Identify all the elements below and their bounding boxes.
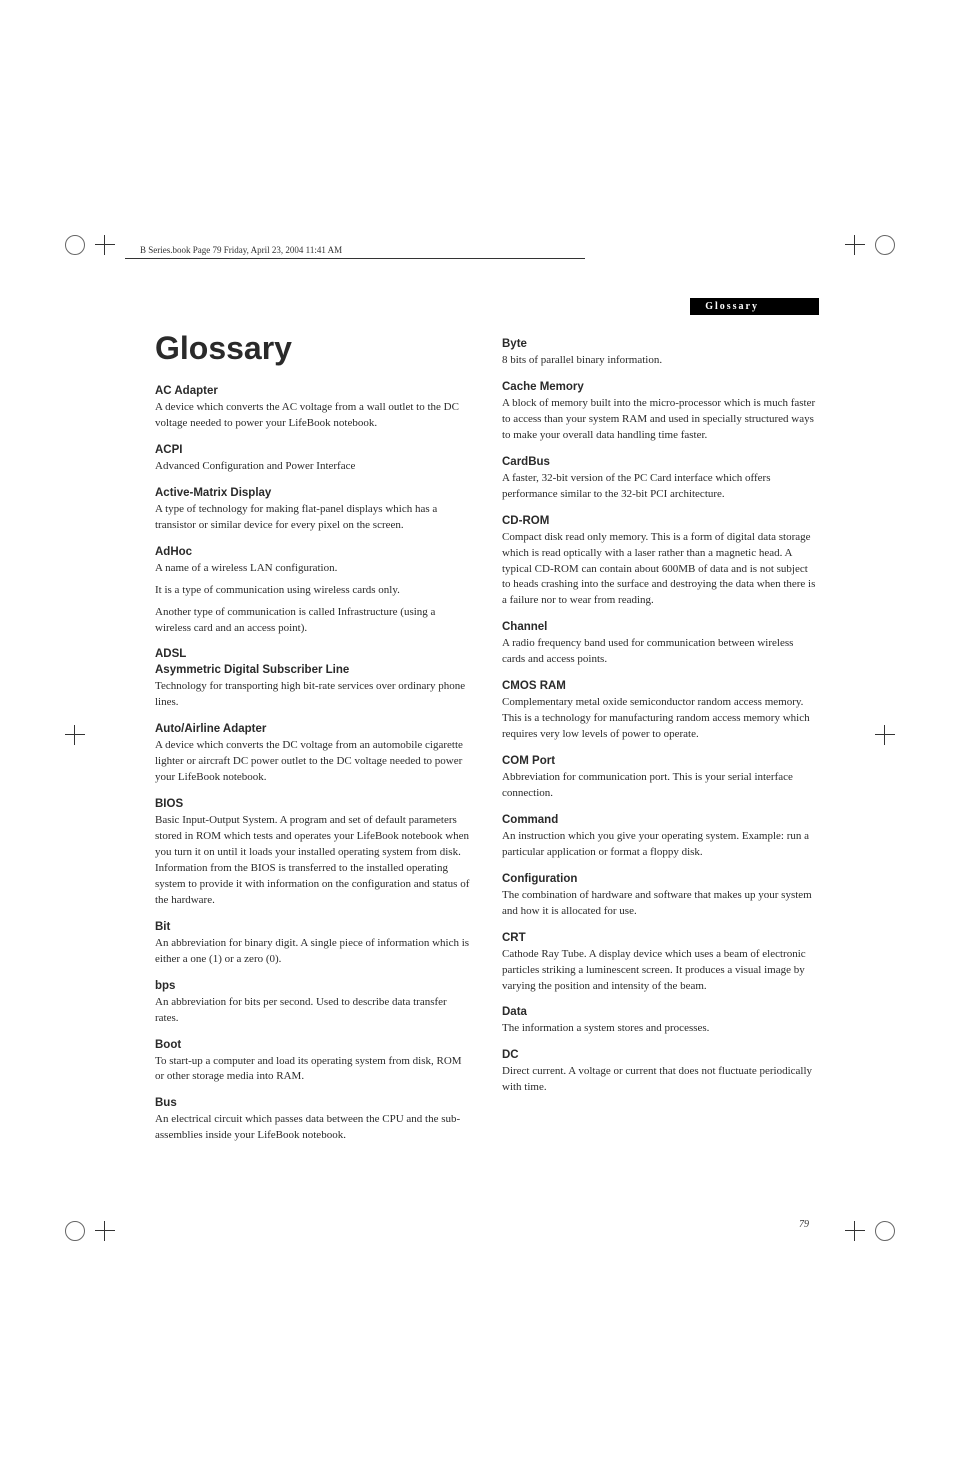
term-dc: DC: [502, 1049, 819, 1061]
def-cdrom: Compact disk read only memory. This is a…: [502, 530, 819, 610]
def-configuration: The combination of hardware and software…: [502, 888, 819, 920]
term-adhoc: AdHoc: [155, 546, 472, 558]
term-configuration: Configuration: [502, 873, 819, 885]
def-adhoc-1: A name of a wireless LAN configuration.: [155, 561, 472, 577]
content-area: Glossary AC Adapter A device which conve…: [155, 330, 819, 1148]
print-mark-bottom-left-2: [95, 1221, 119, 1245]
def-bios: Basic Input-Output System. A program and…: [155, 813, 472, 909]
term-acpi: ACPI: [155, 444, 472, 456]
def-crt: Cathode Ray Tube. A display device which…: [502, 947, 819, 995]
header-rule: [125, 258, 585, 259]
section-label: Glossary: [690, 298, 819, 315]
def-boot: To start-up a computer and load its oper…: [155, 1054, 472, 1086]
def-dc: Direct current. A voltage or current tha…: [502, 1064, 819, 1096]
term-bit: Bit: [155, 921, 472, 933]
def-ac-adapter: A device which converts the AC voltage f…: [155, 400, 472, 432]
print-mark-bottom-left: [65, 1221, 89, 1245]
def-adsl: Technology for transporting high bit-rat…: [155, 679, 472, 711]
def-channel: A radio frequency band used for communic…: [502, 636, 819, 668]
term-channel: Channel: [502, 621, 819, 633]
def-bit: An abbreviation for binary digit. A sing…: [155, 936, 472, 968]
term-ac-adapter: AC Adapter: [155, 385, 472, 397]
def-command: An instruction which you give your opera…: [502, 829, 819, 861]
print-mark-bottom-right-2: [845, 1221, 869, 1245]
print-mark-top-right-2: [845, 235, 869, 259]
term-boot: Boot: [155, 1039, 472, 1051]
def-acpi: Advanced Configuration and Power Interfa…: [155, 459, 472, 475]
def-cache: A block of memory built into the micro-p…: [502, 396, 819, 444]
def-cardbus: A faster, 32-bit version of the PC Card …: [502, 471, 819, 503]
term-bus: Bus: [155, 1097, 472, 1109]
def-adhoc-2: It is a type of communication using wire…: [155, 583, 472, 599]
def-active-matrix: A type of technology for making flat-pan…: [155, 502, 472, 534]
term-crt: CRT: [502, 932, 819, 944]
print-mark-bottom-right: [875, 1221, 899, 1245]
print-mark-top-left-2: [95, 235, 119, 259]
term-bios: BIOS: [155, 798, 472, 810]
term-bps: bps: [155, 980, 472, 992]
def-bus: An electrical circuit which passes data …: [155, 1112, 472, 1144]
term-adsl: ADSL: [155, 648, 472, 660]
def-comport: Abbreviation for communication port. Thi…: [502, 770, 819, 802]
page-header: B Series.book Page 79 Friday, April 23, …: [140, 245, 342, 255]
term-cdrom: CD-ROM: [502, 515, 819, 527]
term-data: Data: [502, 1006, 819, 1018]
print-mark-mid-right: [875, 725, 899, 749]
term-comport: COM Port: [502, 755, 819, 767]
def-auto-airline: A device which converts the DC voltage f…: [155, 738, 472, 786]
term-auto-airline: Auto/Airline Adapter: [155, 723, 472, 735]
term-byte: Byte: [502, 338, 819, 350]
def-byte: 8 bits of parallel binary information.: [502, 353, 819, 369]
def-adhoc-3: Another type of communication is called …: [155, 605, 472, 637]
left-column: Glossary AC Adapter A device which conve…: [155, 330, 472, 1148]
page-number: 79: [799, 1219, 809, 1230]
def-cmos: Complementary metal oxide semiconductor …: [502, 695, 819, 743]
print-mark-mid-left: [65, 725, 89, 749]
print-mark-top-right: [875, 235, 899, 259]
right-column: Byte 8 bits of parallel binary informati…: [502, 330, 819, 1148]
def-data: The information a system stores and proc…: [502, 1021, 819, 1037]
term-cmos: CMOS RAM: [502, 680, 819, 692]
def-bps: An abbreviation for bits per second. Use…: [155, 995, 472, 1027]
term-command: Command: [502, 814, 819, 826]
term-active-matrix: Active-Matrix Display: [155, 487, 472, 499]
subterm-adsl: Asymmetric Digital Subscriber Line: [155, 664, 472, 676]
term-cardbus: CardBus: [502, 456, 819, 468]
page-title: Glossary: [155, 330, 472, 367]
print-mark-top-left: [65, 235, 89, 259]
term-cache: Cache Memory: [502, 381, 819, 393]
